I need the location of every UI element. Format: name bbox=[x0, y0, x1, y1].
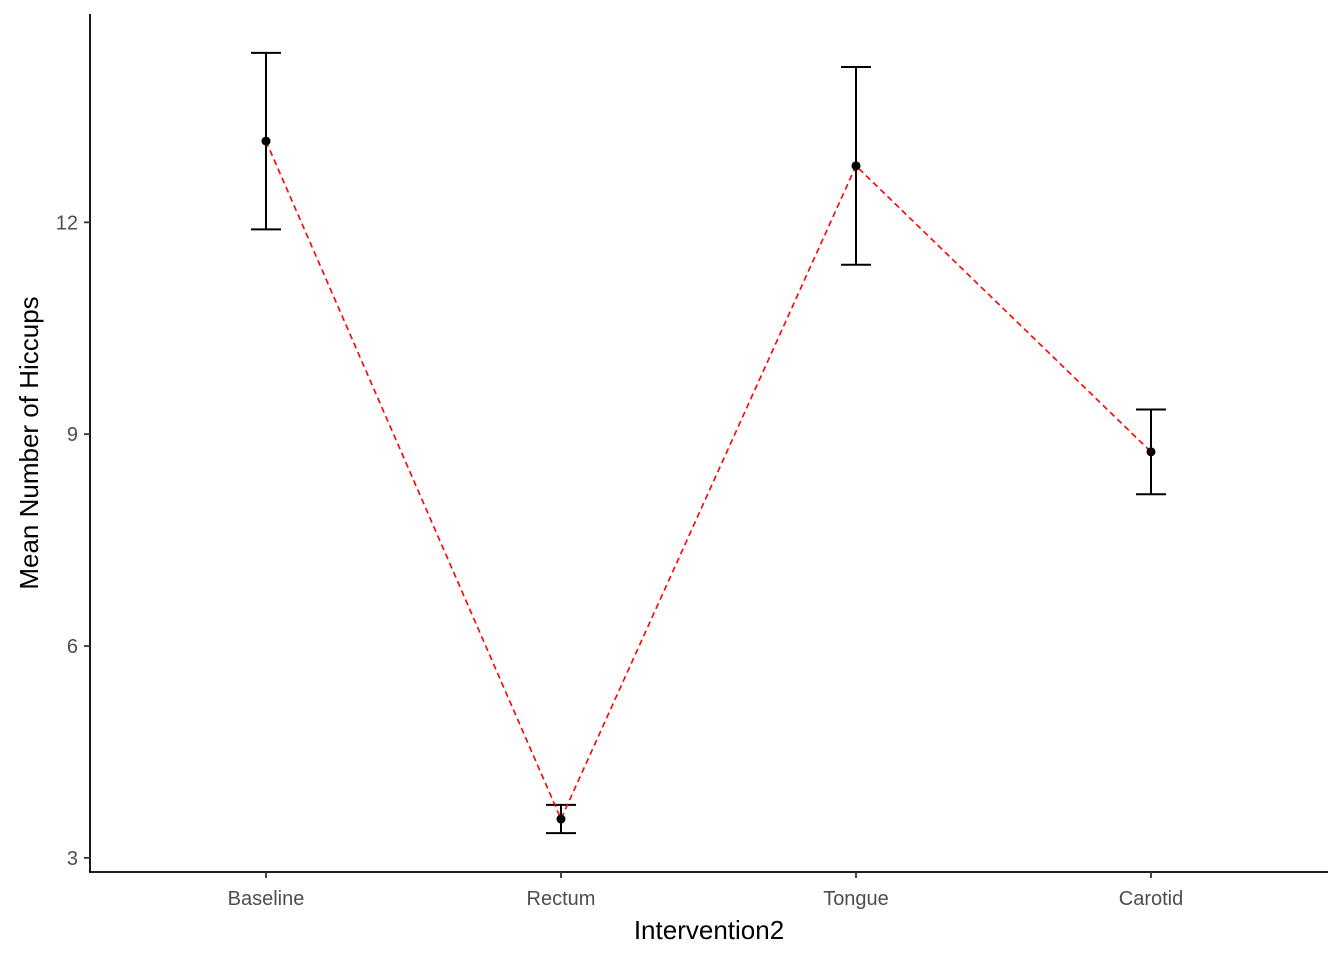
y-tick-label: 6 bbox=[67, 636, 78, 658]
x-axis-title: Intervention2 bbox=[634, 915, 784, 945]
x-tick-label: Rectum bbox=[527, 888, 596, 910]
axes bbox=[89, 14, 1328, 873]
data-point-carotid bbox=[1146, 447, 1156, 457]
x-tick-label: Baseline bbox=[228, 888, 305, 910]
y-tick-label: 3 bbox=[67, 848, 78, 870]
x-tick-label: Tongue bbox=[823, 888, 889, 910]
x-tick-label: Carotid bbox=[1119, 888, 1183, 910]
y-tick-label: 9 bbox=[67, 424, 78, 446]
ticks: 3 6 9 12 Baseline Rectum Tongue Carotid bbox=[56, 212, 1183, 910]
mean-line bbox=[265, 140, 1152, 822]
data-point-baseline bbox=[261, 136, 271, 146]
y-axis-title: Mean Number of Hiccups bbox=[14, 296, 44, 589]
plot-area bbox=[251, 51, 1166, 835]
data-point-rectum bbox=[556, 814, 566, 824]
data-point-tongue bbox=[851, 161, 861, 171]
y-tick-label: 12 bbox=[56, 212, 78, 234]
